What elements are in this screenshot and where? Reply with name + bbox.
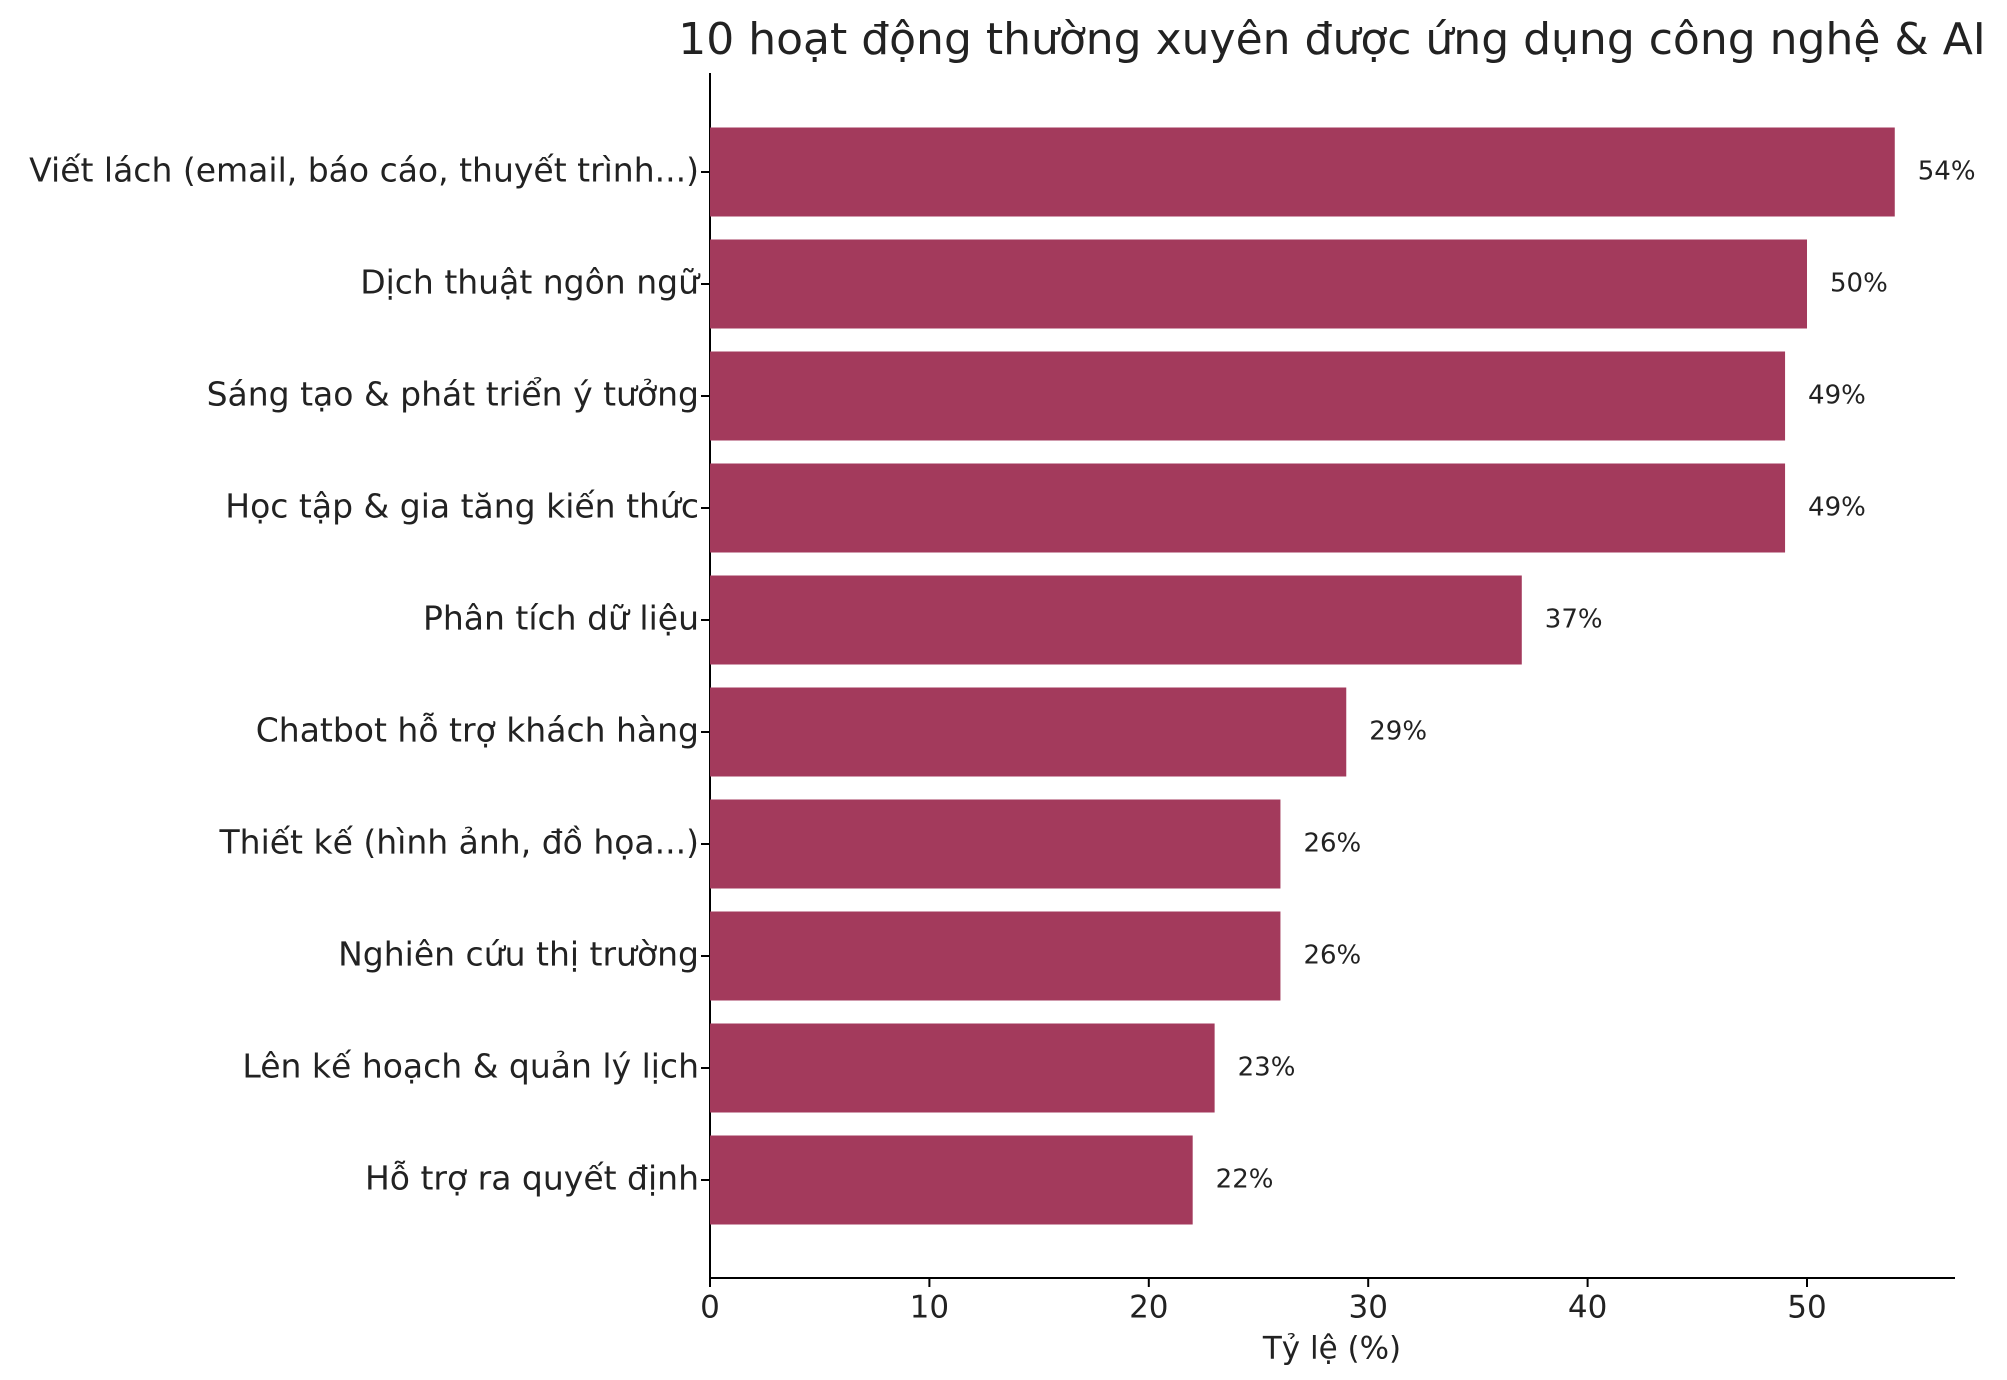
y-tick-label: Nghiên cứu thị trường [338,935,699,974]
bar [710,239,1808,329]
x-tick-label: 40 [1568,1290,1607,1326]
y-tick-label: Viết lách (email, báo cáo, thuyết trình.… [29,151,699,190]
value-label: 26% [1303,941,1361,971]
x-axis-label: Tỷ lệ (%) [1262,1331,1401,1367]
x-tick-label: 10 [910,1290,949,1326]
y-tick-label: Lên kế hoạch & quản lý lịch [242,1047,699,1086]
x-tick-label: 30 [1348,1290,1387,1326]
chart-title: 10 hoạt động thường xuyên được ứng dụng … [678,14,1986,65]
y-tick-label: Phân tích dữ liệu [423,599,699,638]
value-label: 29% [1369,717,1427,747]
bar [710,351,1786,441]
bar [710,1023,1215,1113]
value-label: 37% [1545,605,1603,635]
bar [710,911,1281,1001]
bar [710,1135,1193,1225]
value-label: 54% [1918,157,1976,187]
bar [710,127,1895,217]
y-tick-label: Học tập & gia tăng kiến thức [225,487,699,526]
bar [710,687,1347,777]
y-tick-label: Sáng tạo & phát triển ý tưởng [207,375,699,414]
y-tick-label: Dịch thuật ngôn ngữ [360,263,701,302]
y-tick-label: Thiết kế (hình ảnh, đồ họa...) [219,823,699,862]
x-tick-label: 0 [700,1290,720,1326]
value-label: 49% [1808,493,1866,523]
value-label: 23% [1238,1053,1296,1083]
value-label: 22% [1216,1165,1274,1195]
x-tick-label: 20 [1129,1290,1168,1326]
value-label: 26% [1303,829,1361,859]
value-label: 49% [1808,381,1866,411]
value-label: 50% [1830,269,1888,299]
bar [710,799,1281,889]
bar [710,463,1786,553]
y-tick-label: Chatbot hỗ trợ khách hàng [256,711,699,750]
bar [710,575,1522,665]
y-tick-label: Hỗ trợ ra quyết định [365,1159,699,1198]
x-tick-label: 50 [1787,1290,1826,1326]
